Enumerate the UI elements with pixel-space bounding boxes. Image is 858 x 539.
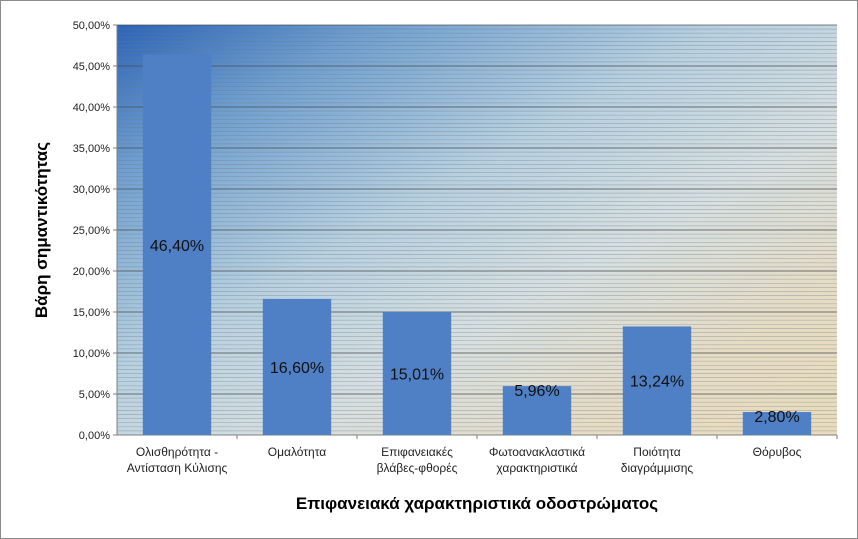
y-tick-label: 45,00% <box>73 61 111 73</box>
category-label: χαρακτηριστικά <box>496 461 577 475</box>
y-tick-label: 35,00% <box>73 143 111 155</box>
y-tick-label: 20,00% <box>73 266 111 278</box>
bar <box>502 386 572 435</box>
bar <box>262 298 332 435</box>
bar <box>142 54 212 436</box>
y-tick-label: 0,00% <box>79 430 110 442</box>
category-label: Ποιότητα <box>633 445 680 459</box>
category-label: Επιφανειακές <box>381 445 453 459</box>
bar <box>382 311 452 435</box>
data-label: 13,24% <box>630 374 684 391</box>
bars <box>142 54 812 436</box>
category-label: Αντίσταση Κύλισης <box>127 461 228 475</box>
bar <box>622 326 692 435</box>
y-tick-label: 50,00% <box>73 20 111 32</box>
category-labels: Ολισθηρότητα - Αντίσταση Κύλισης Ομαλότητα… <box>127 435 838 475</box>
y-tick-label: 25,00% <box>73 225 111 237</box>
category-label: βλάβες-φθορές <box>377 461 458 475</box>
y-tick-label: 5,00% <box>79 389 110 401</box>
data-label: 16,60% <box>270 360 324 377</box>
category-label: Ομαλότητα <box>268 445 326 459</box>
category-label: Θόρυβος <box>753 445 802 459</box>
data-label: 2,80% <box>754 409 799 426</box>
data-labels: 46,40% 16,60% 15,01% 5,96% 13,24% 2,80% <box>150 238 800 426</box>
category-label: Φωτοανακλαστικά <box>489 445 585 459</box>
y-axis-title: Βάρη σημαντικότητας <box>32 142 51 318</box>
bar <box>742 412 812 435</box>
data-label: 46,40% <box>150 238 204 255</box>
x-axis-title: Επιφανειακά χαρακτηριστικά οδοστρώματος <box>296 494 658 513</box>
data-label: 5,96% <box>514 383 559 400</box>
y-tick-label: 15,00% <box>73 307 111 319</box>
category-label: Ολισθηρότητα - <box>136 445 218 459</box>
y-axis-ticks: 0,00% 5,00% 10,00% 15,00% 20,00% 25,00% 30,00%… <box>73 20 117 442</box>
data-label: 15,01% <box>390 366 444 383</box>
y-tick-label: 30,00% <box>73 184 111 196</box>
y-tick-label: 10,00% <box>73 348 111 360</box>
grid-lines <box>117 24 837 436</box>
category-label: διαγράμμισης <box>621 461 694 475</box>
y-tick-label: 40,00% <box>73 102 111 114</box>
